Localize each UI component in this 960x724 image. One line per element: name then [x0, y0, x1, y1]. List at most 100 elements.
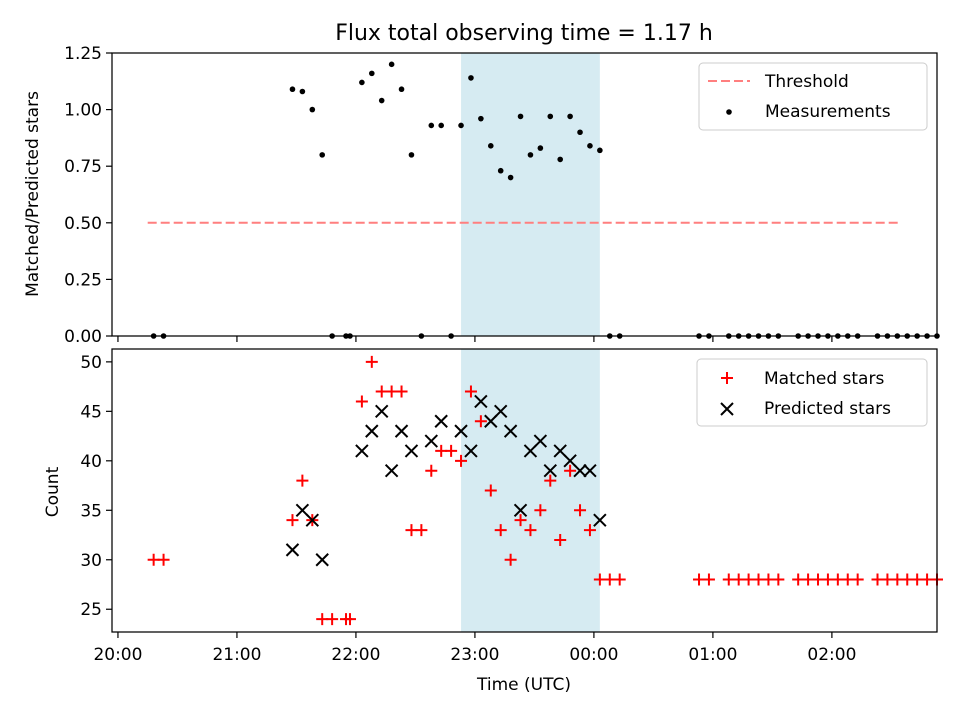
predicted-star-point	[454, 424, 468, 438]
bottom-y-tick-label: 45	[80, 402, 102, 422]
bottom-y-tick-label: 40	[80, 452, 102, 472]
matched-star-point	[415, 524, 428, 537]
predicted-star-point	[493, 404, 508, 419]
matched-star-point	[851, 573, 864, 586]
matched-star-point	[564, 464, 577, 477]
top-y-tick-label: 1.25	[64, 44, 102, 64]
bottom-y-axis-label: Count	[43, 466, 63, 517]
bottom-plot-frame	[111, 348, 938, 633]
matched-star-point	[425, 464, 438, 477]
legend-predicted-label: Predicted stars	[764, 399, 891, 419]
matched-star-point	[514, 514, 527, 527]
bottom-y-tick-label: 30	[80, 551, 102, 571]
predicted-star-point	[404, 444, 419, 458]
matched-star-point	[494, 524, 507, 537]
top-panel: 0.00 0.25 0.50 0.75 1.00 1.25 Matched/Predict…	[23, 44, 940, 347]
measurement-point	[527, 152, 534, 158]
legend-measurements-swatch	[726, 109, 732, 115]
measurement-point	[388, 61, 395, 68]
matched-star-point	[464, 385, 477, 398]
measurement-point	[487, 143, 494, 149]
bottom-x-axis-ticks: 20:00 21:00 22:00 23:00 00:00 01:00 02:00	[93, 632, 856, 665]
bottom-y-tick-label: 50	[80, 353, 102, 373]
matched-star-point	[583, 524, 596, 537]
predicted-star-point	[305, 513, 320, 527]
predicted-star-point	[384, 464, 399, 478]
matched-star-point	[455, 454, 468, 467]
matched-star-point	[286, 514, 299, 527]
predicted-star-point	[543, 464, 557, 478]
matched-star-point	[554, 533, 567, 546]
measurement-point	[577, 129, 583, 136]
matched-star-point	[484, 484, 497, 497]
matched-star-point	[613, 573, 626, 586]
measurement-point	[507, 174, 514, 181]
bottom-x-tick-label: 00:00	[569, 645, 618, 665]
measurement-point	[517, 113, 524, 120]
bottom-x-tick-label: 01:00	[688, 645, 737, 665]
bottom-y-tick-label: 25	[80, 600, 102, 620]
predicted-star-point	[533, 434, 548, 448]
predicted-star-point	[583, 464, 597, 478]
predicted-star-point	[593, 513, 607, 527]
matched-star-point	[524, 524, 537, 537]
predicted-star-point	[375, 404, 389, 419]
legend-threshold-label: Threshold	[764, 72, 849, 92]
bottom-legend: Matched stars Predicted stars	[696, 358, 928, 427]
matched-star-point	[504, 553, 517, 566]
measurement-point	[478, 115, 484, 122]
measurement-point	[378, 97, 385, 104]
measurement-point	[428, 122, 435, 129]
top-legend-box	[698, 62, 928, 131]
predicted-star-point	[365, 424, 379, 438]
predicted-star-point	[285, 543, 300, 557]
measurement-point	[319, 152, 326, 158]
predicted-star-point	[474, 394, 488, 409]
matched-star-point	[365, 355, 378, 368]
predicted-star-point	[434, 414, 448, 428]
predicted-star-point	[513, 503, 528, 517]
predicted-star-point	[503, 424, 518, 438]
matched-star-point	[355, 395, 368, 408]
predicted-stars-series	[285, 394, 607, 567]
matched-star-point	[445, 444, 458, 457]
bottom-x-tick-label: 20:00	[93, 645, 142, 665]
predicted-star-point	[394, 424, 409, 438]
top-shaded-interval	[461, 53, 600, 336]
bottom-x-tick-label: 23:00	[450, 645, 499, 665]
measurement-point	[309, 106, 316, 113]
legend-predicted-swatch	[720, 402, 734, 416]
x-axis-label: Time (UTC)	[476, 675, 571, 695]
top-y-tick-label: 0.25	[64, 270, 102, 290]
predicted-star-point	[464, 444, 478, 458]
matched-star-point	[574, 504, 587, 517]
bottom-shaded-interval	[461, 349, 600, 632]
bottom-y-axis-ticks: 25 30 35 40 45 50	[80, 353, 112, 620]
matched-star-point	[296, 474, 309, 487]
bottom-y-tick-label: 35	[80, 501, 102, 521]
measurement-point	[597, 147, 603, 154]
matched-star-point	[702, 573, 715, 586]
measurement-point	[587, 143, 593, 149]
bottom-x-tick-label: 21:00	[212, 645, 261, 665]
top-legend: Threshold Measurements	[698, 62, 928, 131]
top-y-axis-label: Matched/Predicted stars	[23, 91, 43, 297]
bottom-x-tick-label: 02:00	[807, 645, 856, 665]
bottom-x-tick-label: 22:00	[331, 645, 380, 665]
measurement-point	[547, 113, 554, 120]
measurement-point	[398, 86, 405, 93]
matched-star-point	[395, 385, 408, 398]
measurement-point	[468, 75, 474, 81]
top-y-tick-label: 1.00	[64, 101, 102, 121]
measurement-point	[289, 86, 296, 93]
predicted-star-point	[355, 444, 369, 458]
top-y-tick-label: 0.00	[64, 327, 102, 347]
legend-matched-swatch	[721, 372, 733, 384]
measurement-point	[458, 122, 464, 129]
legend-matched-label: Matched stars	[764, 369, 884, 389]
predicted-star-point	[424, 434, 438, 448]
matched-star-point	[343, 613, 356, 626]
legend-measurements-label: Measurements	[765, 102, 891, 122]
figure-title: Flux total observing time = 1.17 h	[335, 21, 713, 46]
matched-star-point	[474, 415, 487, 428]
